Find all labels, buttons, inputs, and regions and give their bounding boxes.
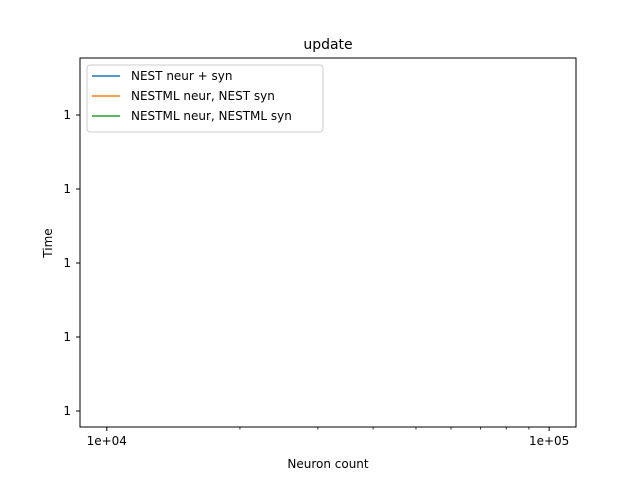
- legend-entry-label: NEST neur + syn: [131, 69, 233, 83]
- plot-frame: [79, 57, 577, 428]
- x-tick-label: 1e+04: [87, 434, 127, 448]
- legend: NEST neur + syn NESTML neur, NEST syn NEST…: [86, 64, 324, 133]
- legend-entry-label: NESTML neur, NEST syn: [131, 89, 275, 103]
- x-tick-label: 1e+05: [529, 434, 569, 448]
- legend-entry-label: NESTML neur, NESTML syn: [131, 109, 292, 123]
- legend-box: [86, 64, 324, 133]
- y-tick-label: 1: [63, 182, 71, 196]
- axes: 1e+04 1e+05 1 1 1 1 1: [63, 57, 577, 448]
- y-tick-label: 1: [63, 330, 71, 344]
- y-tick-label: 1: [63, 108, 71, 122]
- x-axis-label: Neuron count: [287, 457, 369, 471]
- y-axis-label: Time: [41, 228, 55, 258]
- y-tick-label: 1: [63, 256, 71, 270]
- y-tick-label: 1: [63, 404, 71, 418]
- chart-title: update: [303, 37, 352, 53]
